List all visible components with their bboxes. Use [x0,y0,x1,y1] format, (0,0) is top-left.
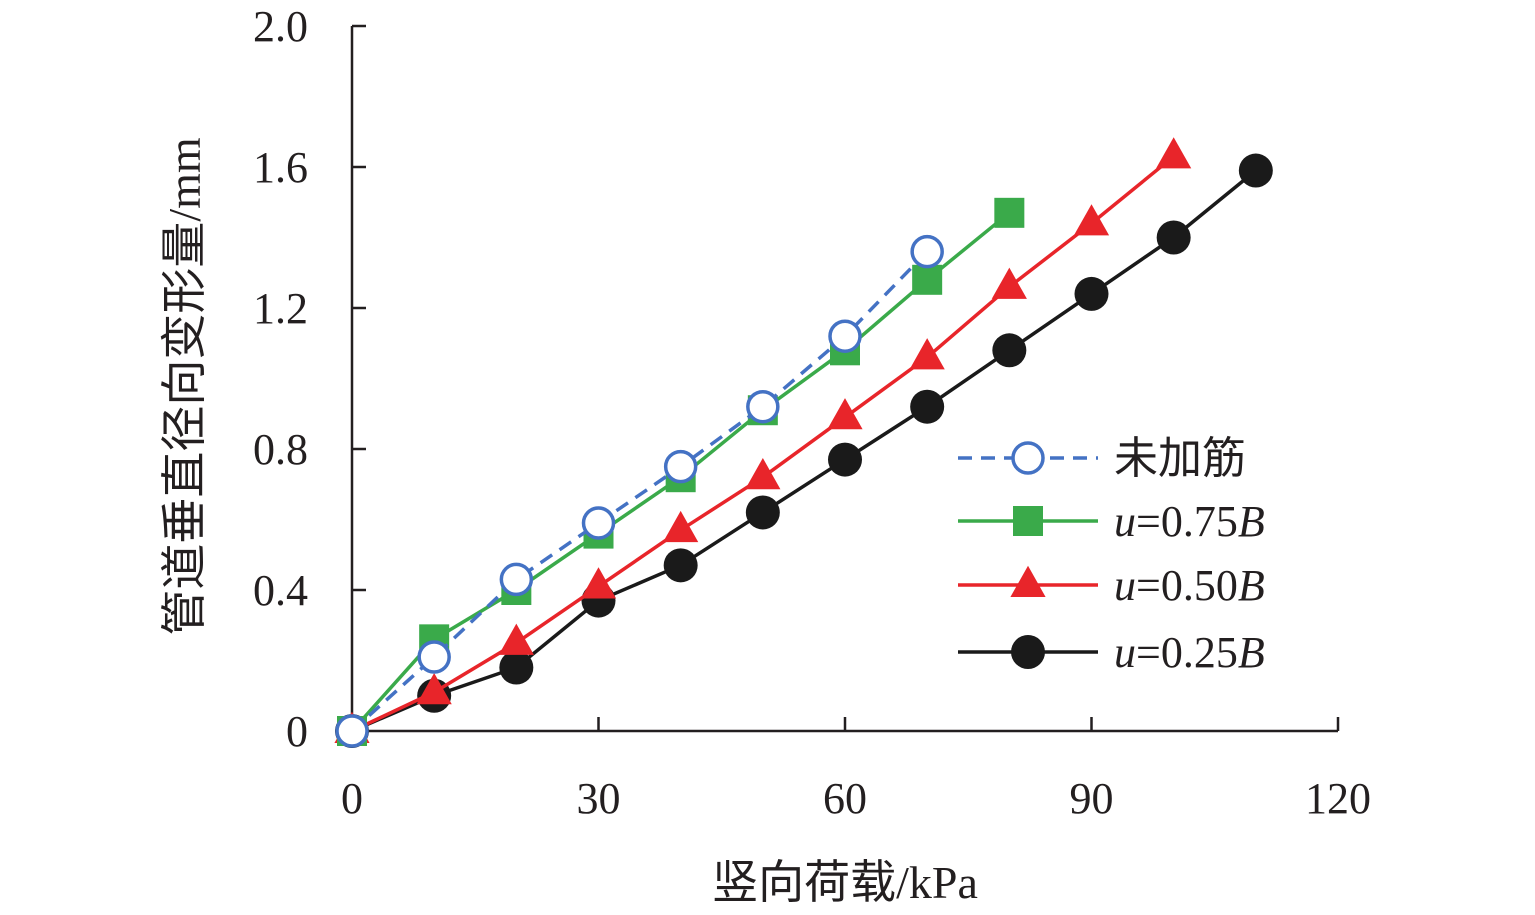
legend-label: u=0.25B [1114,628,1265,677]
data-point [1156,220,1191,255]
x-tick-label: 90 [1070,774,1114,823]
data-point [745,495,780,530]
series-line [350,250,929,733]
data-point [1074,276,1109,311]
data-point [910,234,944,269]
legend-marker [1013,506,1043,536]
legend-label: 未加筋 [1114,434,1246,483]
data-point [663,548,698,583]
tick-labels: 0 0.4 0.8 1.2 1.6 2.0 0 30 60 90 120 [253,2,1371,823]
data-point [663,449,698,484]
y-tick-label: 0.4 [253,566,308,615]
data-point [416,673,452,705]
data-point [909,338,945,370]
series-line [351,155,1175,733]
x-tick-label: 0 [341,774,363,823]
legend: 未加筋 u=0.75B u=0.50B u=0.25B [958,434,1265,677]
data-point [912,264,943,295]
legend-label: u=0.50B [1114,561,1265,610]
legend-marker [1011,635,1045,669]
x-tick-label: 60 [823,774,867,823]
data-point [499,562,534,597]
data-point [827,398,863,430]
x-axis-title: 竖向荷载/kPa [712,857,978,908]
data-point [498,623,534,655]
legend-item: u=0.25B [958,628,1265,677]
legend-marker [1010,565,1046,597]
x-tick-label: 30 [577,774,621,823]
y-axis-title: 管道垂直径向变形量/mm [159,137,210,636]
legend-item: u=0.50B [958,561,1265,610]
y-tick-label: 0.8 [253,425,308,474]
data-point [581,506,616,540]
data-point [499,650,534,685]
data-point [1073,204,1110,236]
y-tick-label: 2.0 [253,2,308,51]
data-point [991,267,1027,299]
data-point [1156,137,1192,169]
axes [350,24,1340,733]
series-1 [335,234,944,748]
series-3 [334,137,1192,743]
data-point [910,389,945,424]
data-point [335,714,369,748]
y-tick-label: 1.6 [253,143,308,192]
legend-label: u=0.75B [1114,497,1265,546]
data-point [663,510,699,543]
data-point [745,458,781,490]
data-point [994,197,1025,228]
data-point [580,567,617,599]
data-point [828,319,862,353]
y-tick-label: 1.2 [253,284,308,333]
legend-marker [1011,441,1045,475]
data-point [828,442,862,477]
legend-item: 未加筋 [958,434,1246,483]
x-tick-label: 120 [1305,774,1371,823]
legend-item: u=0.75B [958,497,1265,546]
data-point [1238,153,1273,188]
data-point [992,333,1027,368]
data-point [417,640,451,674]
y-tick-label: 0 [286,707,308,756]
series-layer [334,137,1273,748]
data-point [746,389,780,424]
